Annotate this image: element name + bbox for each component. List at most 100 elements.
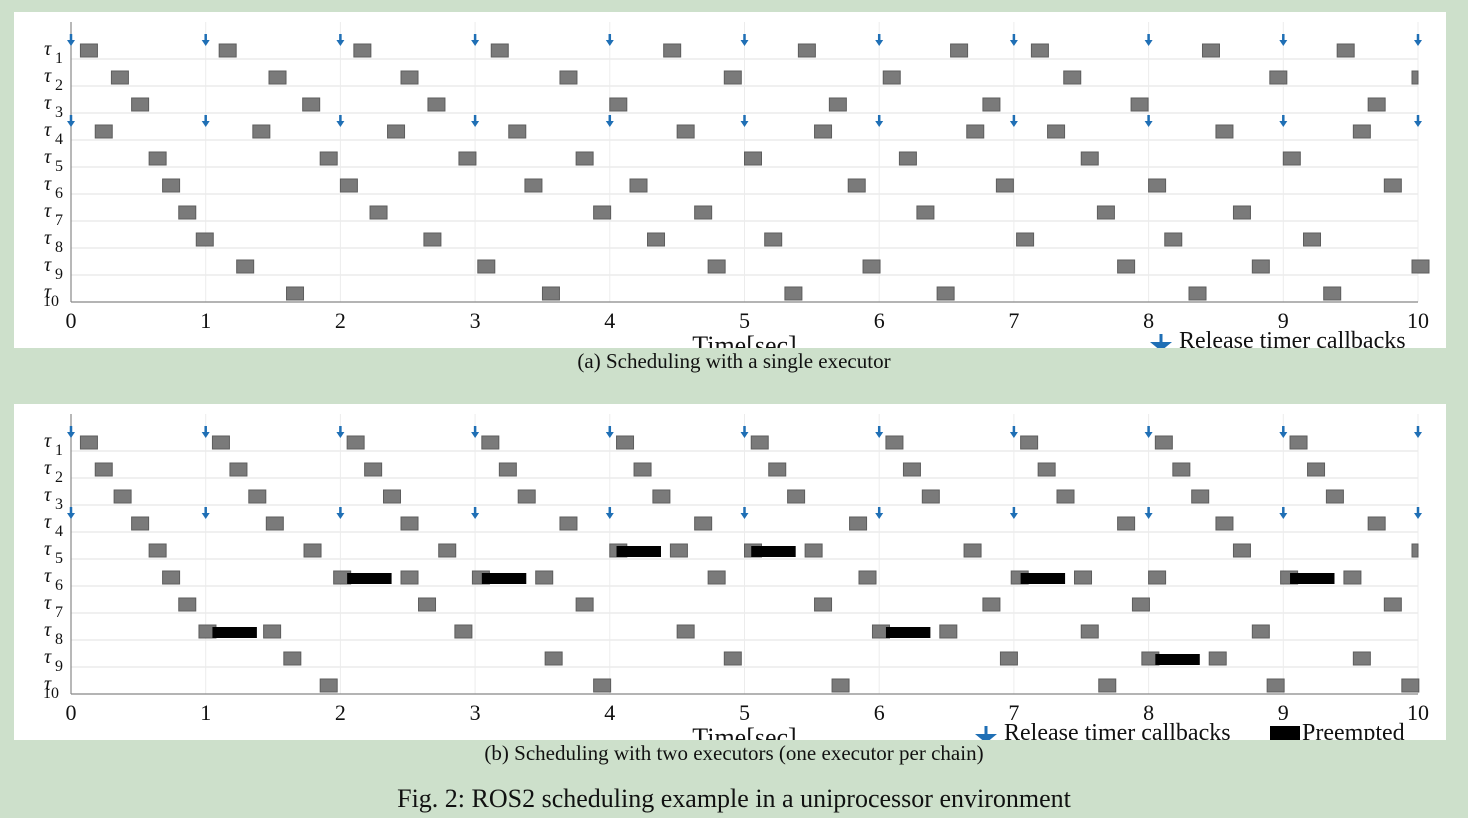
task-execution-bar bbox=[676, 124, 695, 139]
legend-release-icon bbox=[1150, 334, 1172, 348]
caption-a: (a) Scheduling with a single executor bbox=[577, 349, 891, 373]
task-execution-bar bbox=[438, 543, 457, 558]
x-tick-label: 6 bbox=[874, 700, 885, 725]
task-execution-bar bbox=[616, 435, 635, 450]
task-execution-bar bbox=[1096, 205, 1115, 220]
release-arrow-icon bbox=[1279, 115, 1288, 127]
task-label: τ bbox=[44, 511, 52, 533]
task-execution-bar bbox=[1232, 205, 1251, 220]
x-tick-label: 3 bbox=[470, 700, 481, 725]
task-label: τ bbox=[44, 430, 52, 452]
task-execution-bar bbox=[828, 97, 847, 112]
release-arrow-icon bbox=[875, 426, 884, 438]
release-arrow-head bbox=[67, 432, 75, 438]
task-execution-bar bbox=[723, 70, 742, 85]
task-label-sub: 8 bbox=[55, 239, 63, 256]
task-execution-bar bbox=[1411, 259, 1430, 274]
task-label: τ bbox=[44, 673, 52, 695]
task-label: τ bbox=[44, 200, 52, 222]
release-arrow-icon bbox=[201, 115, 210, 127]
task-execution-bar bbox=[1047, 124, 1066, 139]
task-execution-bar bbox=[544, 651, 563, 666]
task-label-sub: 9 bbox=[55, 658, 63, 675]
release-arrow-icon bbox=[67, 115, 75, 127]
task-execution-bar bbox=[302, 97, 321, 112]
task-execution-bar bbox=[1411, 70, 1419, 85]
release-arrow-head bbox=[336, 513, 345, 519]
x-tick-label: 0 bbox=[66, 308, 77, 333]
task-execution-bar bbox=[1352, 651, 1371, 666]
release-arrow-icon bbox=[67, 426, 75, 438]
task-label: τ bbox=[44, 457, 52, 479]
release-arrow-icon bbox=[336, 115, 345, 127]
release-arrow-head bbox=[1414, 513, 1422, 519]
legend-label: Release timer callbacks bbox=[1004, 720, 1231, 740]
release-arrow-icon bbox=[1414, 426, 1422, 438]
task-execution-bar bbox=[263, 624, 282, 639]
task-label-sub: 2 bbox=[55, 77, 63, 94]
task-execution-bar bbox=[218, 43, 237, 58]
task-execution-bar bbox=[353, 43, 372, 58]
caption-b: (b) Scheduling with two executors (one e… bbox=[484, 741, 984, 765]
task-execution-bar bbox=[1352, 124, 1371, 139]
task-label: τ bbox=[44, 538, 52, 560]
task-execution-bar bbox=[490, 43, 509, 58]
release-arrow-icon bbox=[740, 426, 749, 438]
task-execution-bar bbox=[1336, 43, 1355, 58]
release-arrow-head bbox=[605, 121, 614, 127]
x-tick-label: 2 bbox=[335, 308, 346, 333]
task-execution-bar bbox=[831, 678, 850, 693]
task-execution-bar bbox=[524, 178, 543, 193]
release-arrow-head bbox=[875, 432, 884, 438]
chart-panel-b: τ 1 τ 2 τ 3 τ 4 τ 5 τ 6 τ 7 τ 8 τ 9 τ 10 0 1 2 3 4 5 6 7 8 9 10 Time[se… bbox=[14, 404, 1446, 740]
release-arrow-icon bbox=[875, 507, 884, 519]
release-arrow-head bbox=[740, 121, 749, 127]
x-tick-label: 1 bbox=[200, 308, 211, 333]
release-arrow-icon bbox=[1414, 34, 1422, 46]
task-execution-bar bbox=[669, 543, 688, 558]
release-arrow-icon bbox=[1414, 115, 1422, 127]
task-execution-bar bbox=[663, 43, 682, 58]
task-execution-bar bbox=[1201, 43, 1220, 58]
legend-release-icon bbox=[975, 726, 997, 740]
release-arrow-head bbox=[605, 513, 614, 519]
release-arrow-head bbox=[201, 121, 210, 127]
task-execution-bar bbox=[1074, 570, 1093, 585]
release-arrow-head bbox=[471, 40, 480, 46]
task-label-sub: 7 bbox=[55, 212, 63, 229]
x-axis-title: Time[sec] bbox=[692, 331, 796, 348]
task-execution-bar bbox=[113, 489, 132, 504]
task-label: τ bbox=[44, 619, 52, 641]
x-tick-label: 9 bbox=[1278, 700, 1289, 725]
task-label-sub: 6 bbox=[55, 577, 63, 594]
release-arrow-head bbox=[1279, 432, 1288, 438]
task-execution-bar bbox=[707, 259, 726, 274]
release-arrow-head bbox=[740, 432, 749, 438]
task-execution-bar bbox=[477, 259, 496, 274]
task-execution-bar bbox=[784, 286, 803, 301]
task-execution-bar bbox=[283, 651, 302, 666]
task-execution-bar bbox=[814, 124, 833, 139]
task-label-sub: 5 bbox=[55, 550, 63, 567]
preempted-bar bbox=[751, 546, 796, 557]
task-execution-bar bbox=[1117, 516, 1136, 531]
release-arrow-icon bbox=[201, 507, 210, 519]
task-execution-bar bbox=[319, 678, 338, 693]
task-label: τ bbox=[44, 173, 52, 195]
task-label-sub: 9 bbox=[55, 266, 63, 283]
release-arrow-head bbox=[1144, 432, 1153, 438]
task-execution-bar bbox=[939, 624, 958, 639]
task-label: τ bbox=[44, 484, 52, 506]
task-execution-bar bbox=[1056, 489, 1075, 504]
chart-panel-a: τ 1 τ 2 τ 3 τ 4 τ 5 τ 6 τ 7 τ 8 τ 9 τ 10 0 1 2 3 4 5 6 7 8 9 10 Time[se… bbox=[14, 12, 1446, 348]
task-execution-bar bbox=[744, 151, 762, 166]
task-execution-bar bbox=[346, 435, 365, 450]
release-arrow-head bbox=[471, 513, 480, 519]
task-execution-bar bbox=[1367, 516, 1386, 531]
task-label-sub: 5 bbox=[55, 158, 63, 175]
task-execution-bar bbox=[1037, 462, 1056, 477]
release-arrow-head bbox=[1144, 40, 1153, 46]
task-label: τ bbox=[44, 146, 52, 168]
release-arrow-head bbox=[1279, 121, 1288, 127]
release-arrow-head bbox=[1009, 432, 1018, 438]
